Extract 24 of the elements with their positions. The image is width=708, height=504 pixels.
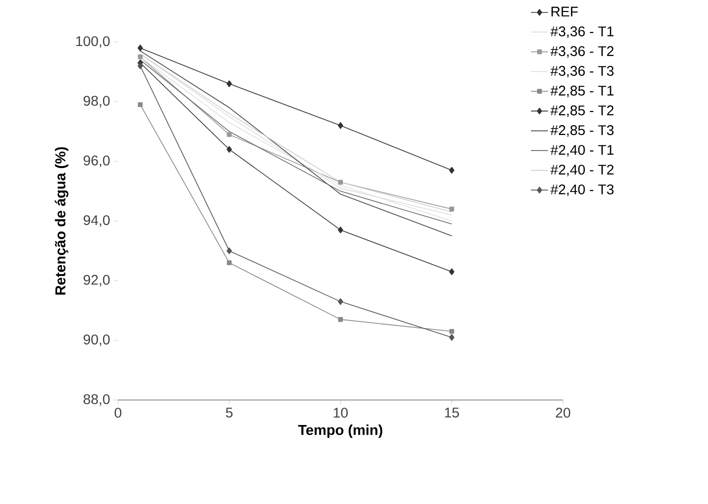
legend-label: REF xyxy=(552,6,578,16)
legend-label: #2,85 - T2 xyxy=(550,105,614,118)
y-tick-label: 90,0 xyxy=(84,334,110,346)
y-tick-label: 98,0 xyxy=(84,96,110,108)
legend-label: #2,85 - T1 xyxy=(550,86,614,98)
y-tick-label: 94,0 xyxy=(84,215,110,227)
y-tick-label: 96,0 xyxy=(84,156,110,168)
y-tick-label: 88,0 xyxy=(84,394,110,406)
y-tick-label: 92,0 xyxy=(84,274,110,286)
legend-label: #2,40 - T1 xyxy=(550,144,614,157)
legend-label: #3,36 - T3 xyxy=(550,66,614,78)
x-tick-label: 10 xyxy=(334,408,348,418)
x-tick-label: 20 xyxy=(556,408,570,418)
y-axis-title: Retenção de água (%) xyxy=(54,147,68,295)
legend-label: #2,40 - T2 xyxy=(550,164,614,176)
legend-label: #2,40 - T3 xyxy=(550,184,614,196)
x-tick-label: 5 xyxy=(226,408,233,418)
y-tick-label: 100,0 xyxy=(76,36,110,48)
x-tick-label: 0 xyxy=(114,408,122,418)
legend-label: #3,36 - T2 xyxy=(550,46,614,58)
legend-label: #2,85 - T3 xyxy=(550,125,614,137)
legend-label: #3,36 - T1 xyxy=(550,26,614,38)
x-tick-label: 15 xyxy=(445,408,459,418)
x-axis-title: Tempo (min) xyxy=(298,424,382,438)
